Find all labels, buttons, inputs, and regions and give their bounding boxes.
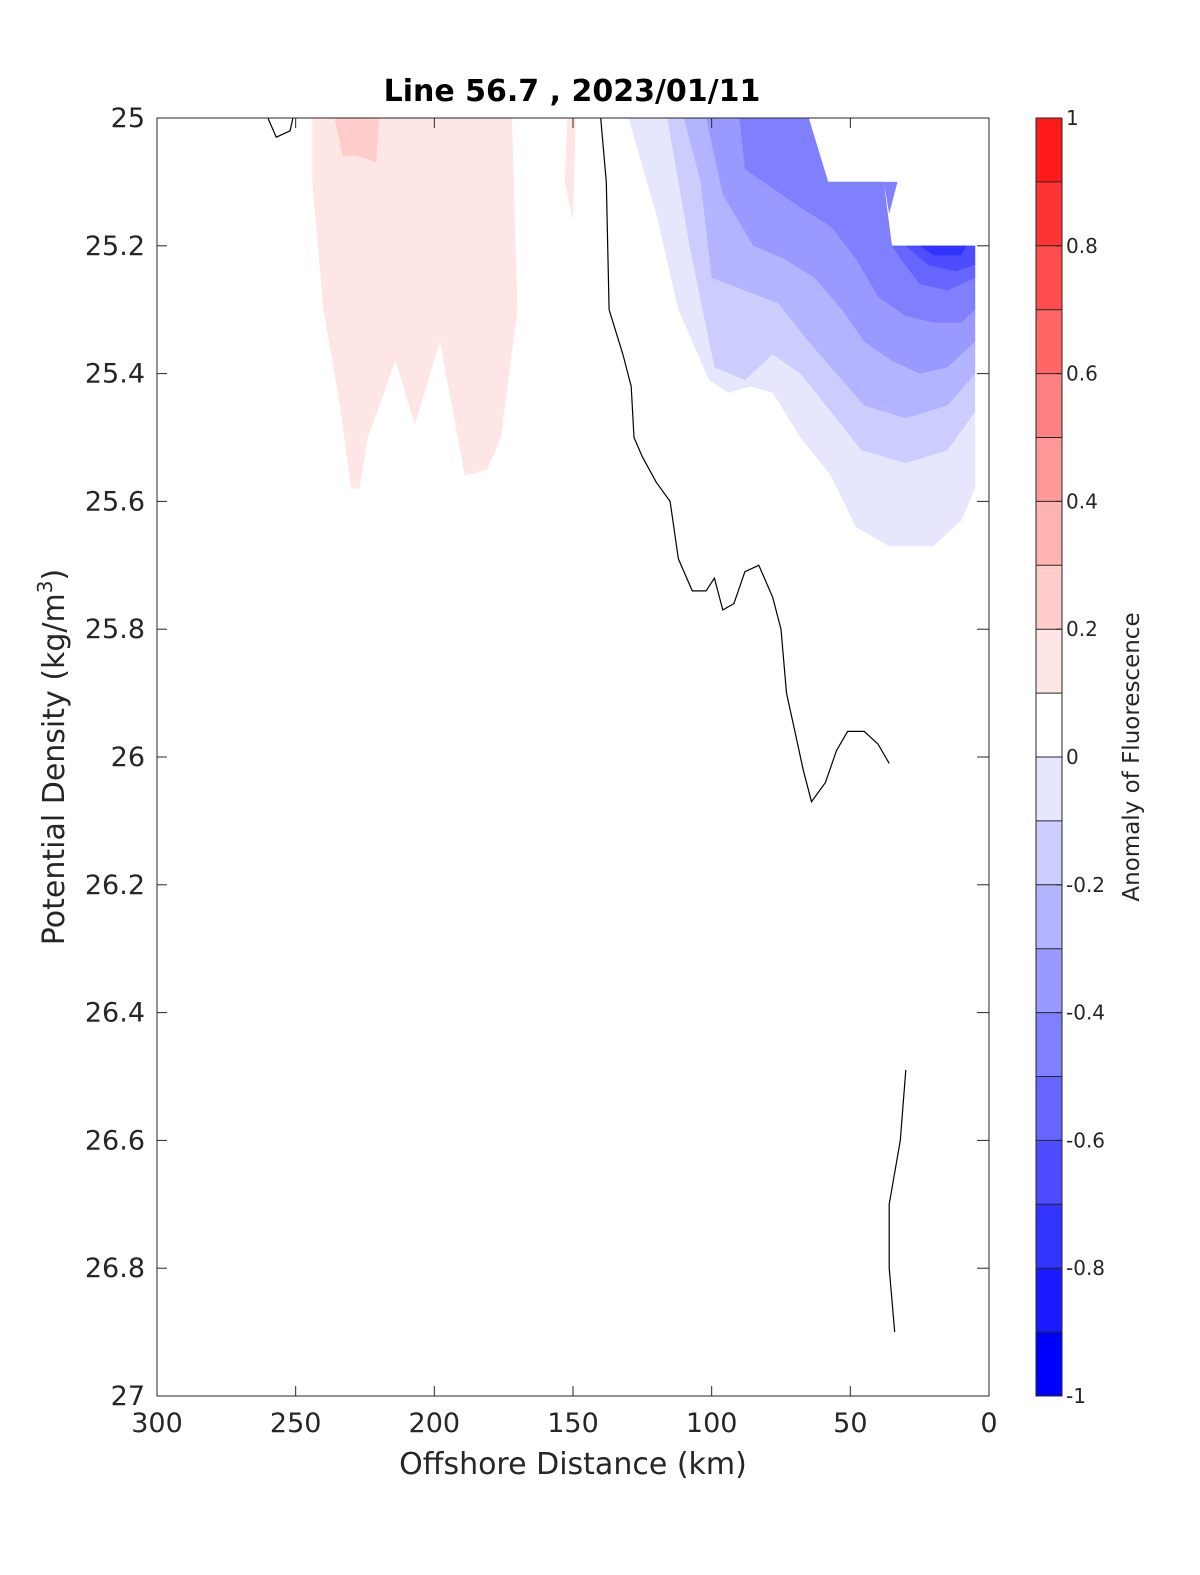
zero-contour-lines bbox=[267, 117, 907, 1333]
colorbar-tick-label: 0.4 bbox=[1066, 489, 1098, 513]
colorbar-tick-label: 1 bbox=[1066, 106, 1079, 130]
contour-region-10 bbox=[919, 245, 967, 256]
y-axis-label-superscript: 3 bbox=[33, 580, 57, 593]
y-axis-ticks: 25 25.2 25.4 25.6 25.8 26 26.2 26.4 26.6 26.8 27 bbox=[85, 103, 989, 1412]
colorbar-tick-label: 0.2 bbox=[1066, 617, 1098, 641]
zero-contour-line-2 bbox=[888, 1070, 907, 1333]
zero-contour-line-0 bbox=[267, 117, 294, 139]
colorbar-tick-label: -0.2 bbox=[1066, 873, 1105, 897]
colorbar-tick-label: -1 bbox=[1066, 1384, 1086, 1408]
colorbar-tick-label: 0.6 bbox=[1066, 362, 1098, 386]
colorbar-segment bbox=[1036, 118, 1062, 182]
colorbar-segment bbox=[1036, 181, 1062, 246]
x-tick-label: 100 bbox=[686, 1408, 738, 1439]
colorbar-segment bbox=[1036, 501, 1062, 566]
y-tick-label: 26 bbox=[111, 742, 145, 773]
colorbar-tick-label: 0.8 bbox=[1066, 234, 1098, 258]
colorbar-tick-label: -0.4 bbox=[1066, 1001, 1105, 1025]
colorbar-segment bbox=[1036, 245, 1062, 310]
colorbar-segment bbox=[1036, 884, 1062, 949]
colorbar-segment bbox=[1036, 1268, 1062, 1333]
y-tick-label: 25.8 bbox=[85, 614, 145, 645]
colorbar-tick-label: -0.6 bbox=[1066, 1128, 1105, 1152]
colorbar-segment bbox=[1036, 309, 1062, 374]
contour-region-0 bbox=[312, 118, 518, 489]
y-tick-label: 26.6 bbox=[85, 1125, 145, 1156]
colorbar-tick-label: -0.8 bbox=[1066, 1256, 1105, 1280]
contour-region-2 bbox=[334, 118, 379, 163]
y-axis-label-close: ) bbox=[37, 569, 72, 581]
x-axis-ticks: 300 250 200 150 100 50 0 bbox=[131, 118, 998, 1439]
x-tick-label: 150 bbox=[547, 1408, 599, 1439]
y-tick-label: 26.2 bbox=[85, 870, 145, 901]
colorbar-segment bbox=[1036, 1076, 1062, 1141]
x-tick-label: 300 bbox=[131, 1408, 183, 1439]
colorbar bbox=[1036, 118, 1062, 1396]
y-axis-label-main: Potential Density (kg/m bbox=[37, 593, 72, 945]
y-tick-label: 25.4 bbox=[85, 359, 145, 390]
colorbar-segment bbox=[1036, 1140, 1062, 1205]
y-tick-label: 25.6 bbox=[85, 486, 145, 517]
colorbar-segment bbox=[1036, 1204, 1062, 1269]
x-tick-label: 250 bbox=[270, 1408, 322, 1439]
colorbar-label: Anomaly of Fluorescence bbox=[1119, 612, 1145, 901]
contour-region-1 bbox=[564, 118, 576, 221]
contour-region-11 bbox=[883, 181, 898, 214]
colorbar-segment bbox=[1036, 629, 1062, 694]
y-tick-label: 27 bbox=[111, 1381, 145, 1412]
x-tick-label: 0 bbox=[980, 1408, 997, 1439]
y-tick-label: 25.2 bbox=[85, 231, 145, 262]
zero-contour-line-1 bbox=[600, 117, 890, 804]
colorbar-segment bbox=[1036, 565, 1062, 630]
x-tick-label: 50 bbox=[833, 1408, 867, 1439]
colorbar-segment bbox=[1036, 1332, 1062, 1396]
y-tick-label: 26.8 bbox=[85, 1253, 145, 1284]
colorbar-segment bbox=[1036, 948, 1062, 1013]
colorbar-segment bbox=[1036, 437, 1062, 502]
chart-title: Line 56.7 , 2023/01/11 bbox=[384, 74, 761, 109]
x-axis-label: Offshore Distance (km) bbox=[399, 1447, 747, 1482]
colorbar-segment bbox=[1036, 820, 1062, 885]
colorbar-segment bbox=[1036, 757, 1062, 821]
colorbar-segment bbox=[1036, 373, 1062, 438]
y-tick-label: 26.4 bbox=[85, 998, 145, 1029]
colorbar-segment bbox=[1036, 693, 1062, 757]
x-tick-label: 200 bbox=[409, 1408, 461, 1439]
y-axis-label: Potential Density (kg/m3) bbox=[33, 569, 72, 945]
colorbar-tick-label: 0 bbox=[1066, 745, 1079, 769]
colorbar-ticks: -1 -0.8 -0.6 -0.4 -0.2 0 0.2 0.4 0.6 0.8 1 bbox=[1056, 106, 1105, 1408]
y-tick-label: 25 bbox=[111, 103, 145, 134]
filled-contour-regions bbox=[312, 118, 976, 547]
colorbar-segment bbox=[1036, 1012, 1062, 1077]
